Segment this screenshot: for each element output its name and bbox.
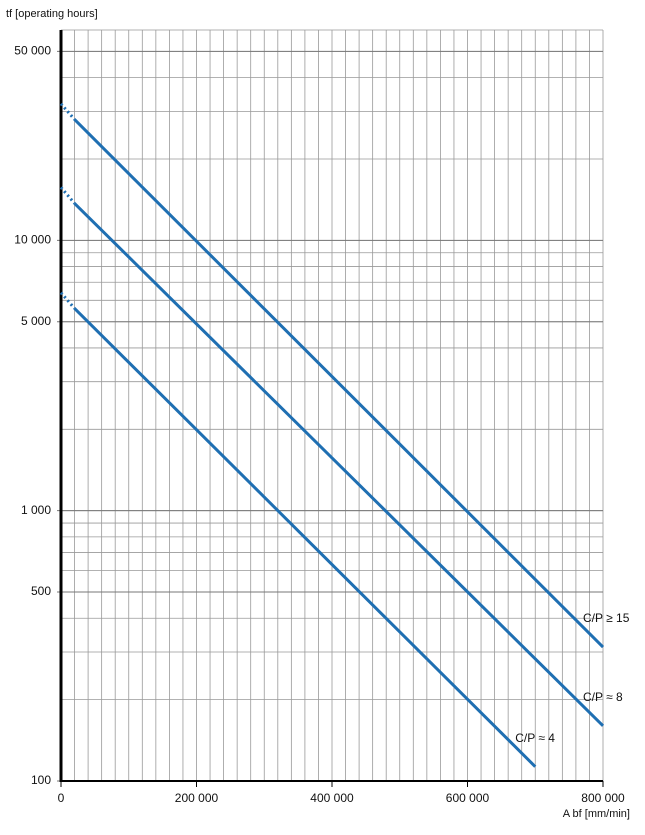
y-tick-label: 500	[31, 584, 51, 598]
x-tick-label: 600 000	[446, 791, 490, 805]
series-label: C/P ≥ 15	[583, 611, 630, 625]
y-tick-label: 1 000	[21, 503, 51, 517]
line-segment	[73, 307, 537, 768]
x-tick-label: 0	[58, 791, 65, 805]
y-tick-label: 5 000	[21, 314, 51, 328]
x-tick-label: 400 000	[310, 791, 354, 805]
series-label: C/P ≈ 8	[583, 690, 623, 704]
line-segment	[59, 102, 76, 121]
line-segment	[73, 202, 605, 727]
y-tick-label: 10 000	[14, 233, 51, 247]
x-tick-label: 800 000	[581, 791, 625, 805]
y-tick-label: 100	[31, 773, 51, 787]
line-segment	[59, 291, 76, 310]
line-segment	[73, 118, 605, 649]
y-tick-label: 50 000	[14, 44, 51, 58]
y-axis-label: tf [operating hours]	[6, 8, 98, 20]
x-tick-label: 200 000	[175, 791, 219, 805]
x-axis-label: A bf [mm/min]	[563, 808, 630, 820]
series-label: C/P ≈ 4	[515, 731, 555, 745]
line-segment	[59, 186, 76, 205]
